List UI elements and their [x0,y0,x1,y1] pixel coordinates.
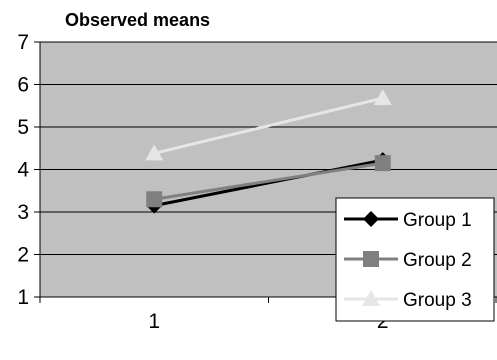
series-2 [146,155,391,208]
data-point [146,191,163,208]
chart-title: Observed means [65,10,210,30]
data-point [374,155,391,172]
y-tick-label: 6 [17,74,29,97]
y-tick-label: 7 [17,31,29,54]
series-3 [145,89,392,161]
legend-item: Group 2 [344,250,472,271]
legend-label: Group 1 [403,210,472,231]
legend-marker [363,211,379,227]
data-point [373,89,392,106]
legend-marker [363,251,379,267]
legend-label: Group 3 [403,290,472,311]
series-group [145,89,392,214]
y-tick-label: 5 [17,116,29,139]
legend: Group 1 Group 2 Group 3 [335,197,495,322]
y-tick-label: 2 [17,244,29,267]
y-tick-label: 1 [17,286,29,309]
y-tick-label: 3 [17,201,29,224]
x-tick-label: 1 [148,310,160,333]
series-line [154,161,383,201]
y-tick-label: 4 [17,159,29,182]
series-line [153,96,384,155]
legend-item: Group 1 [344,210,472,231]
legend-label: Group 2 [403,250,472,271]
legend-item: Group 3 [344,290,472,311]
legend-marker [362,290,380,306]
data-point [145,144,164,161]
